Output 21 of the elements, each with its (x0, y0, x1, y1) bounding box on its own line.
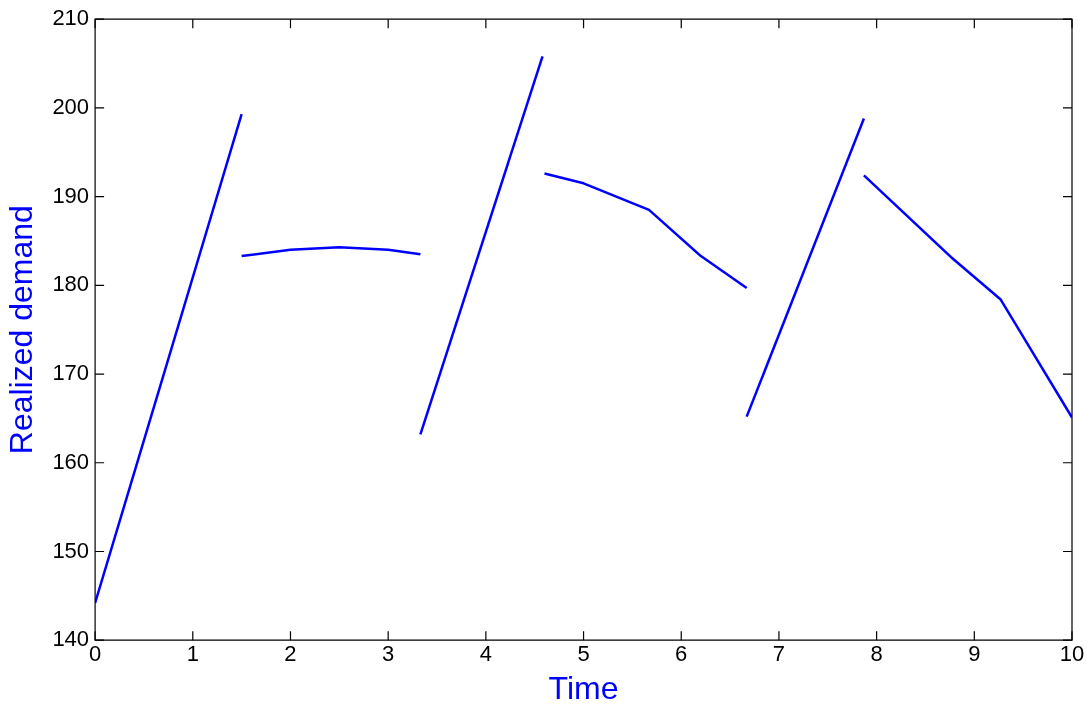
y-tick-label: 210 (52, 5, 90, 31)
y-tick-label: 170 (52, 360, 90, 386)
x-tick-label: 6 (675, 641, 688, 667)
x-tick-label: 0 (88, 641, 102, 667)
y-tick-label: 200 (52, 93, 90, 119)
y-axis-title: Realized demand (3, 205, 40, 455)
x-tick-label: 10 (1059, 641, 1085, 667)
x-tick-label: 4 (479, 641, 492, 667)
x-tick-label: 2 (284, 641, 297, 667)
x-tick-label: 3 (382, 641, 395, 667)
x-tick-label: 8 (870, 641, 883, 667)
y-tick-label: 140 (52, 626, 90, 652)
x-tick-label: 5 (577, 641, 590, 667)
x-tick-label: 1 (186, 641, 199, 667)
y-tick-label: 160 (52, 448, 90, 474)
y-tick-label: 190 (52, 182, 90, 208)
y-tick-label: 180 (52, 271, 90, 297)
y-tick-label: 150 (52, 537, 90, 563)
x-axis-title: Time (548, 669, 619, 706)
x-tick-label: 9 (968, 641, 981, 667)
x-tick-label: 7 (772, 641, 786, 667)
